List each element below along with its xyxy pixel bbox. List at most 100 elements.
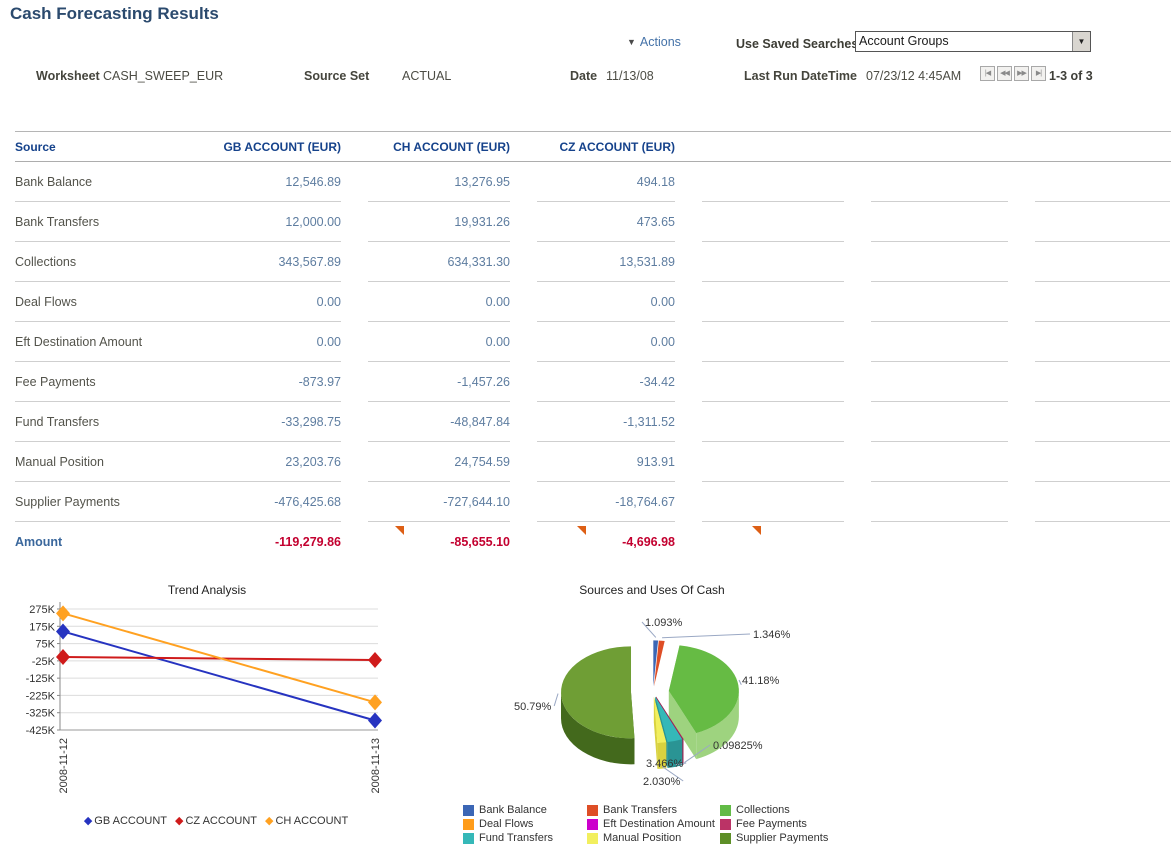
- legend-swatch-icon: [720, 818, 731, 830]
- diamond-marker-icon: ◆: [264, 815, 274, 827]
- data-point-marker: [368, 694, 382, 711]
- legend-item: ◆ CZ ACCOUNT: [175, 815, 257, 827]
- table-header-row: Source GB ACCOUNT (EUR) CH ACCOUNT (EUR) CZ…: [15, 131, 1171, 162]
- pie-slice-label: 1.346%: [753, 629, 791, 641]
- pie-slice-label: 1.093%: [645, 617, 683, 629]
- drill-marker-icon[interactable]: [395, 526, 404, 535]
- source-column-header: Source: [15, 139, 56, 154]
- worksheet-label: Worksheet: [36, 69, 100, 83]
- table-cell: 473.65: [537, 202, 675, 242]
- source-set-value: ACTUAL: [402, 69, 452, 83]
- table-cell: [1035, 162, 1170, 202]
- drill-marker-icon[interactable]: [577, 526, 586, 535]
- legend-label: Supplier Payments: [736, 832, 829, 844]
- legend-label: CZ ACCOUNT: [185, 815, 257, 827]
- table-cell: [871, 442, 1008, 482]
- table-header-cell: Source GB ACCOUNT (EUR): [15, 132, 341, 161]
- cell-value: 23,203.76: [285, 454, 341, 469]
- table-cell: [702, 402, 844, 442]
- pie-slice-label: 3.466%: [646, 758, 684, 770]
- cell-value: 0.00: [316, 334, 341, 349]
- x-axis-tick-label: 2008-11-13: [370, 738, 382, 793]
- data-point-marker: [56, 649, 70, 666]
- table-cell: 24,754.59: [368, 442, 510, 482]
- cell-value: -476,425.68: [274, 494, 341, 509]
- cell-value: -1,311.52: [623, 414, 675, 429]
- source-set-label: Source Set: [304, 69, 370, 83]
- pagination-controls: |◀ ◀◀ ▶▶ ▶|: [980, 66, 1046, 81]
- saved-search-select[interactable]: Account Groups ▼: [855, 31, 1091, 52]
- saved-search-value: Account Groups: [859, 34, 949, 48]
- combo-arrow-icon[interactable]: ▼: [1072, 32, 1090, 51]
- table-cell: 634,331.30: [368, 242, 510, 282]
- cell-value: 343,567.89: [278, 254, 341, 269]
- cell-value: -48,847.84: [450, 414, 510, 429]
- cell-value: 24,754.59: [454, 454, 510, 469]
- table-cell: -18,764.67: [537, 482, 675, 522]
- legend-swatch-icon: [463, 804, 474, 816]
- amount-row: Amount -119,279.86 -85,655.10 -4,696.98: [15, 522, 1171, 562]
- first-page-icon[interactable]: |◀: [980, 66, 995, 81]
- cell-value: -119,279.86: [274, 535, 341, 549]
- legend-item: Bank Transfers: [587, 804, 720, 816]
- table-cell: -727,644.10: [368, 482, 510, 522]
- table-cell: 19,931.26: [368, 202, 510, 242]
- dropdown-arrow-icon: ▼: [627, 37, 636, 47]
- table-cell: [702, 282, 844, 322]
- previous-page-icon[interactable]: ◀◀: [997, 66, 1012, 81]
- cell-value: 913.91: [636, 454, 675, 469]
- next-page-icon[interactable]: ▶▶: [1014, 66, 1029, 81]
- table-cell: [702, 362, 844, 402]
- legend-item: Collections: [720, 804, 875, 816]
- legend-item: Bank Balance: [463, 804, 587, 816]
- sources-uses-chart: Sources and Uses Of Cash 1.093% 1.346% 41.1…: [440, 580, 860, 844]
- table-cell: 913.91: [537, 442, 675, 482]
- data-point-marker: [368, 651, 382, 668]
- cell-value: 473.65: [636, 214, 675, 229]
- drill-marker-icon[interactable]: [752, 526, 761, 535]
- pie-slice-label: 41.18%: [742, 675, 780, 687]
- cell-value: 0.00: [316, 294, 341, 309]
- pie-slice: [668, 645, 739, 734]
- cell-value: 12,546.89: [285, 174, 341, 189]
- legend-item: ◆ GB ACCOUNT: [84, 815, 167, 827]
- row-label: Fee Payments: [15, 374, 96, 389]
- pie-slice-label: 50.79%: [514, 701, 552, 713]
- cell-value: 19,931.26: [454, 214, 510, 229]
- last-run-value: 07/23/12 4:45AM: [866, 69, 962, 83]
- cell-value: -727,644.10: [443, 494, 510, 509]
- legend-label: Deal Flows: [479, 818, 534, 830]
- y-axis-tick-label: -225K: [26, 690, 56, 702]
- pagination-count: 1-3 of 3: [1049, 69, 1093, 83]
- table-cell: Collections 343,567.89: [15, 242, 341, 282]
- legend-label: CH ACCOUNT: [275, 815, 349, 827]
- table-cell: [1035, 362, 1170, 402]
- last-page-icon[interactable]: ▶|: [1031, 66, 1046, 81]
- legend-item: Eft Destination Amount: [587, 818, 720, 830]
- cell-value: 0.00: [650, 334, 675, 349]
- cell-value: -34.42: [639, 374, 675, 389]
- table-cell: [871, 242, 1008, 282]
- legend-label: Bank Transfers: [603, 804, 677, 816]
- data-point-marker: [368, 712, 382, 729]
- actions-menu[interactable]: ▼ Actions: [627, 35, 681, 49]
- table-cell: [871, 322, 1008, 362]
- cell-value: -18,764.67: [615, 494, 675, 509]
- table-header-cell: [1035, 132, 1170, 161]
- pie-slice: [656, 696, 684, 740]
- table-cell: [871, 202, 1008, 242]
- pie-slice-label: 0.09825%: [713, 740, 763, 752]
- legend-label: Collections: [736, 804, 790, 816]
- table-cell: -1,311.52: [537, 402, 675, 442]
- legend-swatch-icon: [720, 804, 731, 816]
- trend-chart-canvas: Trend Analysis 275K 175K 75K -25K -125K -225K -…: [26, 583, 382, 793]
- table-cell: 13,531.89: [537, 242, 675, 282]
- row-label: Supplier Payments: [15, 494, 120, 509]
- legend-item: Deal Flows: [463, 818, 587, 830]
- table-row: Supplier Payments -476,425.68 -727,644.10 -…: [15, 482, 1171, 522]
- y-axis-tick-label: -25K: [32, 656, 56, 668]
- pie-slice: [653, 696, 667, 743]
- table-cell: [702, 202, 844, 242]
- table-row: Collections 343,567.89 634,331.30 13,531.89: [15, 242, 1171, 282]
